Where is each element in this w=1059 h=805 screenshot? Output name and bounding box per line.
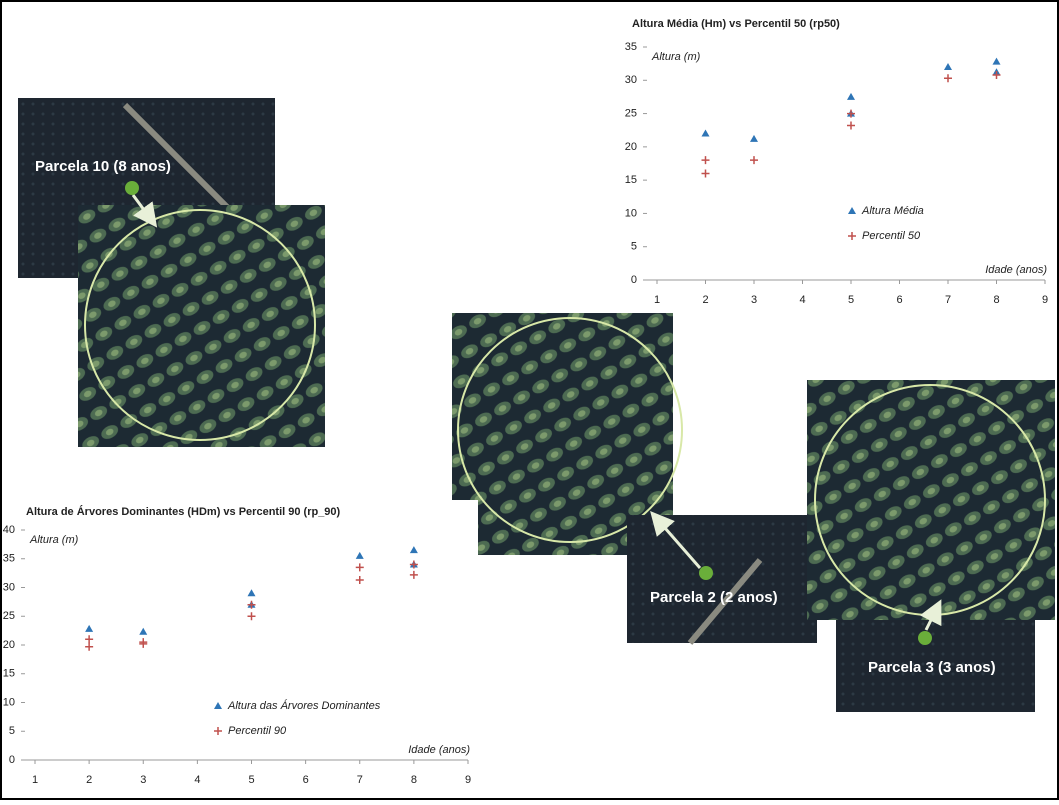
y-tick-label: 30 [3, 581, 15, 593]
photo-label: Parcela 2 (2 anos) [650, 589, 778, 606]
x-tick-label: 8 [411, 774, 417, 786]
chart-title: Altura de Árvores Dominantes (HDm) vs Pe… [26, 505, 341, 518]
legend-marker [214, 727, 222, 735]
point [409, 560, 418, 569]
x-tick-label: 1 [654, 294, 660, 306]
y-axis-label: Altura (m) [29, 534, 79, 546]
photo-label: Parcela 10 (8 anos) [35, 158, 171, 175]
point [847, 109, 855, 118]
y-tick-label: 20 [3, 639, 15, 651]
y-tick-label: 5 [9, 725, 15, 737]
y-tick-label: 15 [625, 174, 637, 186]
x-tick-label: 9 [465, 774, 471, 786]
point [139, 639, 148, 648]
point [701, 169, 710, 178]
point [139, 627, 148, 635]
legend-label: Percentil 50 [862, 230, 921, 242]
legend-marker [214, 702, 222, 709]
x-tick-label: 2 [86, 774, 92, 786]
point [847, 92, 855, 100]
legend-label: Percentil 90 [228, 725, 287, 737]
point [992, 57, 1001, 65]
y-tick-label: 30 [625, 74, 637, 86]
chart-title: Altura Média (Hm) vs Percentil 50 (rp50) [632, 18, 840, 30]
point [355, 563, 364, 572]
y-tick-label: 40 [3, 524, 15, 536]
y-tick-label: 35 [3, 553, 15, 565]
y-tick-label: 10 [625, 207, 637, 219]
point [85, 642, 94, 651]
x-tick-label: 9 [1042, 294, 1048, 306]
x-axis-label: Idade (anos) [408, 744, 470, 756]
y-tick-label: 5 [631, 241, 637, 253]
point [355, 551, 364, 559]
x-tick-label: 3 [140, 774, 146, 786]
y-tick-label: 0 [9, 754, 15, 766]
x-tick-label: 5 [848, 294, 854, 306]
point [85, 624, 94, 632]
legend-label: Altura Média [861, 205, 924, 217]
y-axis-label: Altura (m) [651, 51, 701, 63]
point [355, 576, 364, 585]
x-tick-label: 8 [993, 294, 999, 306]
legend-label: Altura das Árvores Dominantes [227, 699, 381, 712]
point [944, 62, 952, 70]
point [992, 70, 1001, 79]
point [701, 156, 710, 165]
photos [18, 98, 1055, 712]
x-tick-label: 7 [945, 294, 951, 306]
point [701, 129, 710, 137]
y-tick-label: 20 [625, 141, 637, 153]
point [847, 121, 855, 130]
point [409, 570, 418, 579]
x-axis-label: Idade (anos) [985, 264, 1047, 276]
x-tick-label: 5 [248, 774, 254, 786]
x-tick-label: 1 [32, 774, 38, 786]
point [944, 74, 952, 83]
legend-marker [848, 232, 856, 240]
y-tick-label: 15 [3, 668, 15, 680]
point [247, 589, 256, 597]
y-tick-label: 25 [625, 107, 637, 119]
point [85, 635, 94, 644]
legend-marker [848, 207, 856, 214]
x-tick-label: 6 [303, 774, 309, 786]
x-tick-label: 6 [896, 294, 902, 306]
y-tick-label: 35 [625, 41, 637, 53]
x-tick-label: 4 [799, 294, 805, 306]
chart-background [8, 500, 478, 795]
point [409, 546, 418, 554]
chart-background [600, 15, 1052, 300]
x-tick-label: 2 [702, 294, 708, 306]
y-tick-label: 0 [631, 274, 637, 286]
x-tick-label: 3 [751, 294, 757, 306]
point [750, 156, 758, 165]
photo-label: Parcela 3 (3 anos) [868, 659, 996, 676]
x-tick-label: 7 [357, 774, 363, 786]
x-tick-label: 4 [194, 774, 200, 786]
y-tick-label: 10 [3, 696, 15, 708]
point [247, 600, 256, 609]
point [247, 612, 256, 621]
y-tick-label: 25 [3, 610, 15, 622]
point [750, 134, 758, 142]
